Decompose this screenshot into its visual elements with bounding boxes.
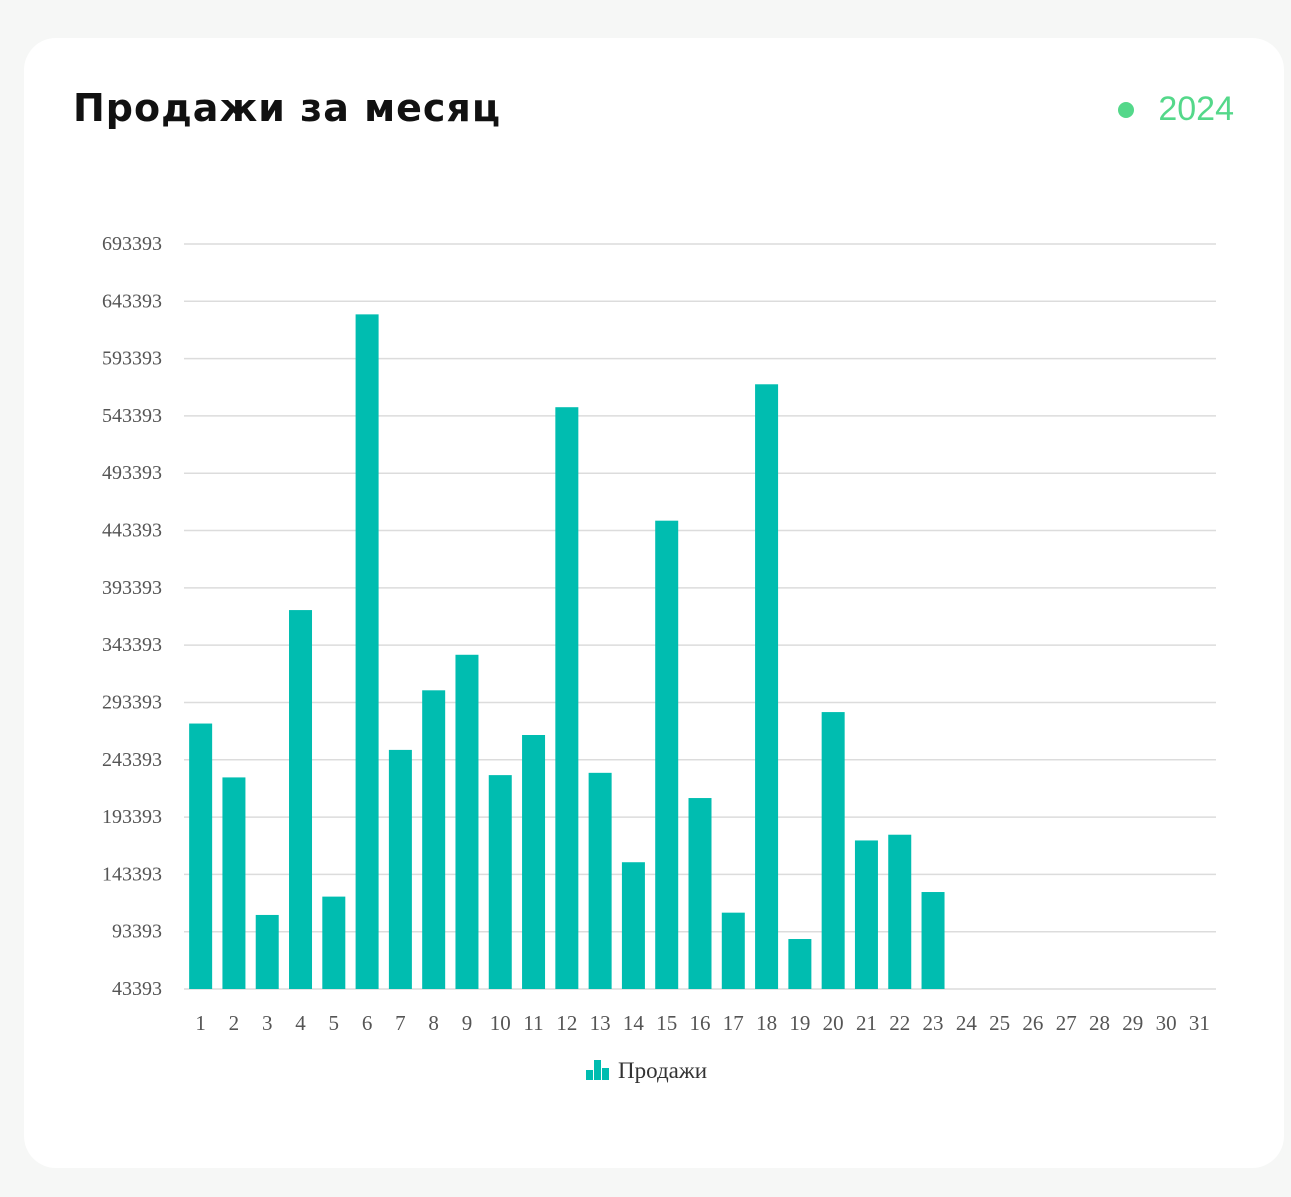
x-tick-label: 24: [956, 1011, 978, 1035]
x-tick-label: 4: [295, 1011, 306, 1035]
x-tick-label: 28: [1089, 1011, 1110, 1035]
x-tick-label: 20: [823, 1011, 844, 1035]
x-tick-label: 11: [523, 1011, 543, 1035]
legend: [586, 1060, 609, 1080]
y-tick-label: 693393: [102, 233, 162, 255]
y-tick-label: 143393: [102, 863, 162, 885]
x-tick-label: 26: [1022, 1011, 1043, 1035]
x-tick-label: 7: [395, 1011, 406, 1035]
legend-bar-chart-icon: [586, 1070, 593, 1080]
x-tick-label: 23: [923, 1011, 944, 1035]
x-tick-label: 31: [1189, 1011, 1210, 1035]
bar-day-10: [488, 775, 512, 989]
year-selector[interactable]: 2024: [1118, 90, 1234, 129]
bar-day-11: [522, 735, 546, 989]
y-tick-label: 343393: [102, 634, 162, 656]
page-title: Продажи за месяц: [73, 86, 501, 130]
bar-day-1: [189, 723, 213, 989]
bar-day-3: [255, 914, 279, 989]
bar-day-16: [688, 798, 712, 989]
y-tick-label: 393393: [102, 577, 162, 599]
bar-day-5: [322, 896, 346, 989]
y-tick-label: 193393: [102, 806, 162, 828]
bar-day-20: [821, 712, 845, 989]
year-dot-icon: [1118, 101, 1135, 118]
x-tick-label: 14: [623, 1011, 645, 1035]
x-tick-label: 29: [1122, 1011, 1143, 1035]
y-tick-label: 43393: [112, 978, 162, 1000]
x-tick-label: 13: [590, 1011, 611, 1035]
y-tick-label: 243393: [102, 749, 162, 771]
x-tick-label: 25: [989, 1011, 1010, 1035]
bar-day-8: [422, 690, 446, 989]
y-tick-label: 593393: [102, 348, 162, 370]
x-tick-label: 17: [723, 1011, 744, 1035]
x-tick-label: 8: [428, 1011, 439, 1035]
y-tick-label: 93393: [112, 921, 162, 943]
x-tick-label: 2: [229, 1011, 240, 1035]
bar-day-17: [721, 912, 745, 989]
x-tick-label: 15: [656, 1011, 677, 1035]
x-tick-label: 1: [195, 1011, 206, 1035]
x-tick-label: 3: [262, 1011, 273, 1035]
x-tick-label: 30: [1156, 1011, 1177, 1035]
bar-day-18: [755, 384, 779, 989]
bar-day-13: [588, 772, 612, 989]
x-tick-label: 6: [362, 1011, 373, 1035]
y-tick-label: 543393: [102, 405, 162, 427]
legend-label: Продажи: [618, 1058, 707, 1083]
legend-bar-chart-icon: [594, 1060, 601, 1080]
bar-day-21: [854, 840, 878, 989]
x-tick-label: 27: [1056, 1011, 1077, 1035]
year-label: 2024: [1158, 90, 1234, 128]
legend-bar-chart-icon: [602, 1068, 609, 1080]
x-tick-label: 5: [329, 1011, 340, 1035]
bar-day-7: [388, 749, 412, 989]
y-tick-label: 443393: [102, 520, 162, 542]
y-tick-label: 293393: [102, 691, 162, 713]
y-tick-label: 493393: [102, 462, 162, 484]
bar-day-6: [355, 314, 379, 989]
x-tick-label: 9: [462, 1011, 473, 1035]
x-tick-label: 18: [756, 1011, 777, 1035]
bar-day-15: [655, 520, 679, 989]
bar-day-23: [921, 892, 945, 989]
x-tick-label: 21: [856, 1011, 877, 1035]
bar-day-4: [289, 610, 313, 989]
bar-day-2: [222, 777, 246, 989]
bar-day-14: [621, 862, 645, 989]
bar-day-9: [455, 654, 479, 989]
bar-day-22: [888, 834, 912, 989]
bar-day-12: [555, 407, 579, 989]
y-tick-label: 643393: [102, 290, 162, 312]
x-tick-label: 10: [490, 1011, 511, 1035]
x-tick-label: 19: [789, 1011, 810, 1035]
bar-day-19: [788, 939, 812, 989]
x-tick-label: 12: [556, 1011, 577, 1035]
x-tick-label: 22: [889, 1011, 910, 1035]
x-tick-label: 16: [690, 1011, 711, 1035]
